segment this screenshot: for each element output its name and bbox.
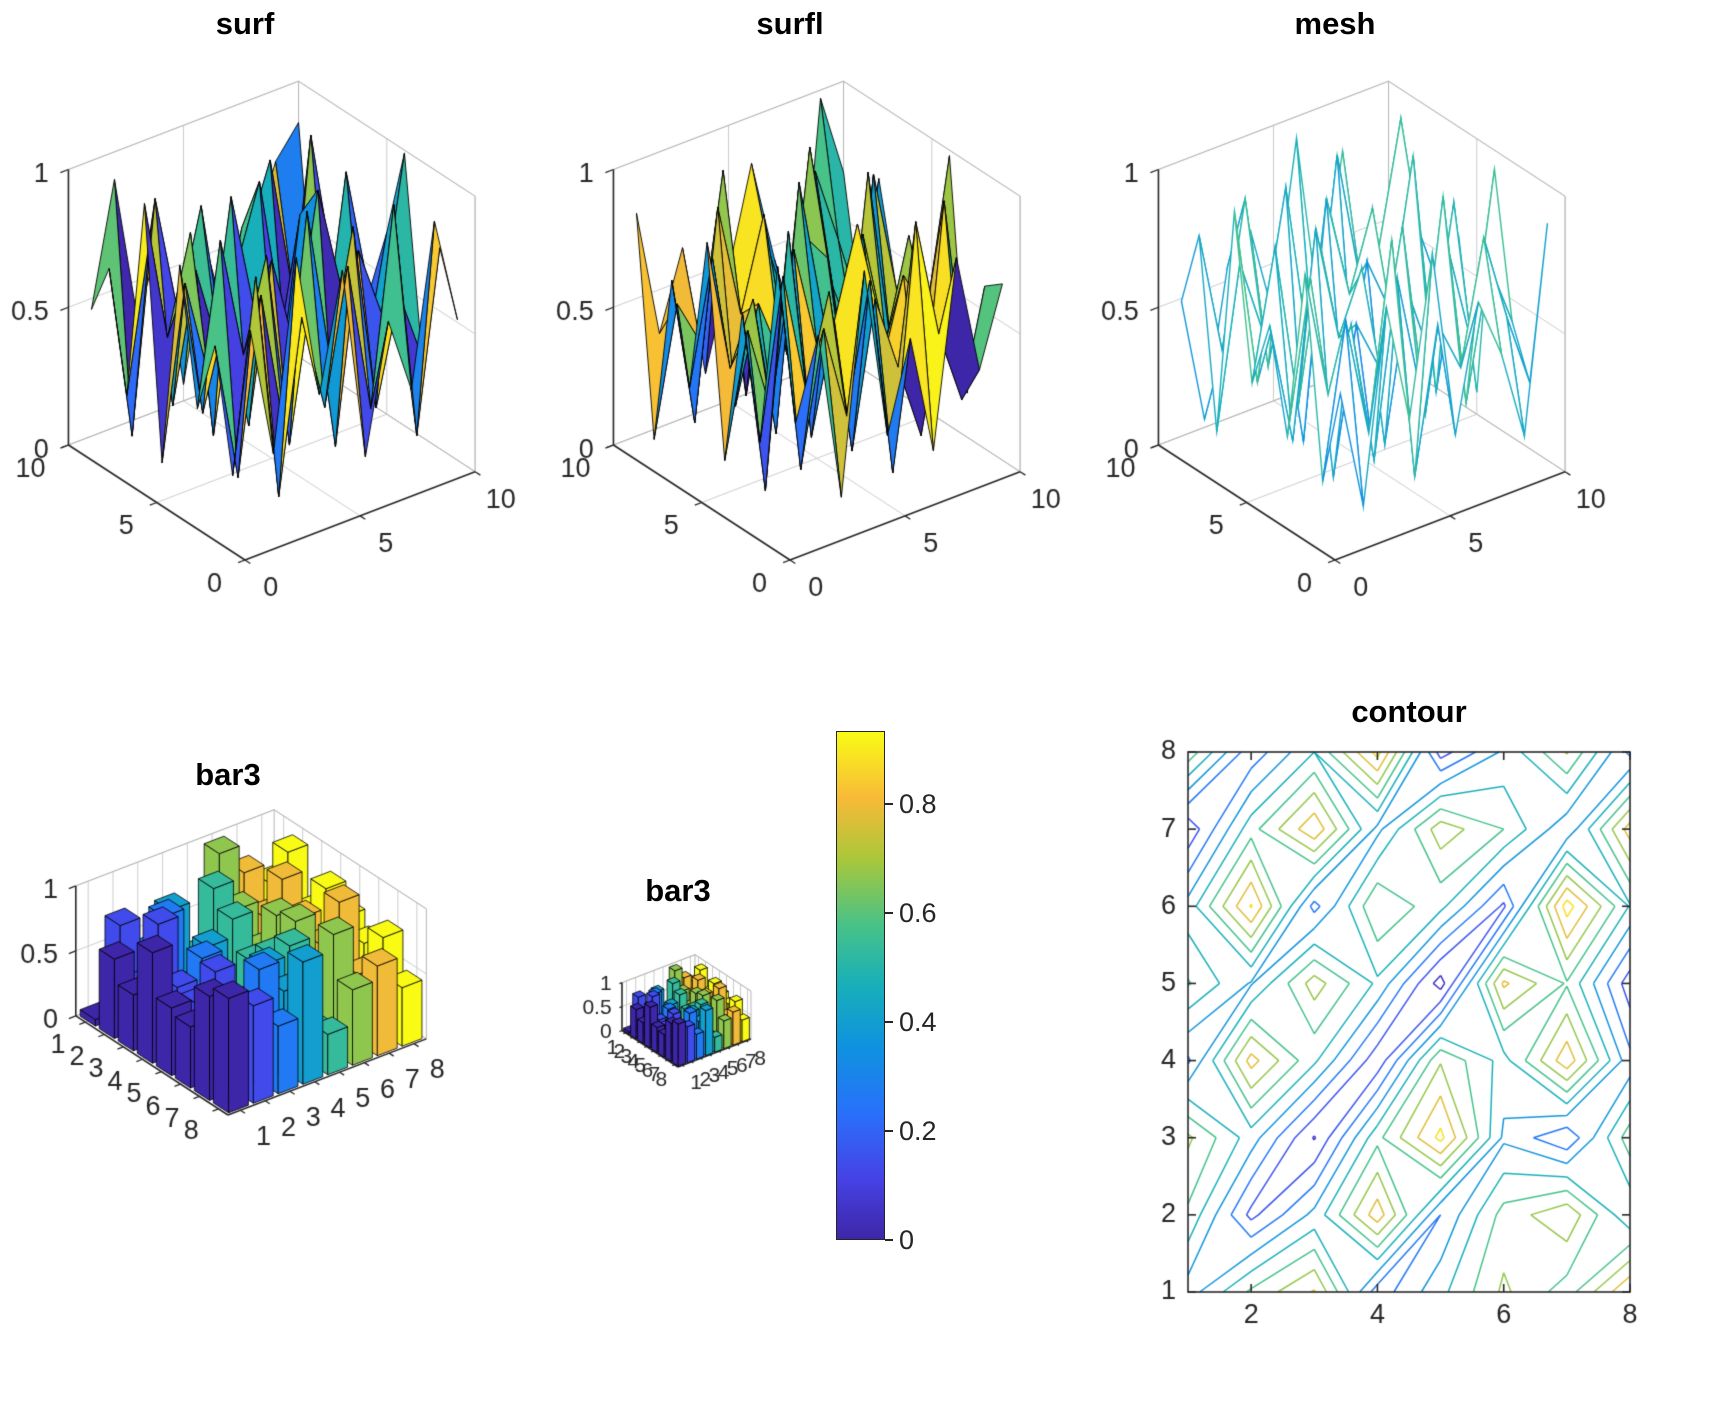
colorbar-tick-mark — [885, 802, 893, 805]
subplot-title-bar3-large: bar3 — [195, 757, 261, 792]
panel-surf: surf — [0, 0, 545, 665]
subplot-title-contour: contour — [1351, 694, 1467, 729]
subplot-title-bar3-small: bar3 — [645, 873, 711, 908]
panel-mesh: mesh — [1090, 0, 1635, 665]
subplot-title-surfl: surfl — [756, 6, 824, 41]
colorbar-tick-label: 0.6 — [899, 897, 937, 928]
surfl-3d-canvas — [545, 0, 1090, 665]
colorbar-tick-mark — [885, 1239, 893, 1241]
bar3-small-canvas — [560, 855, 890, 1185]
bar3-large-canvas — [0, 745, 580, 1215]
surf-3d-canvas — [0, 0, 545, 665]
panel-contour: contour — [1120, 688, 1720, 1378]
colorbar: 0 0.2 0.4 0.6 0.8 — [836, 731, 986, 1254]
colorbar-tick-mark — [885, 911, 893, 914]
colorbar-tick-label: 0.8 — [899, 788, 937, 819]
subplot-title-mesh: mesh — [1294, 6, 1376, 41]
colorbar-ticks: 0 0.2 0.4 0.6 0.8 — [836, 733, 986, 1254]
colorbar-tick-label: 0.4 — [899, 1006, 937, 1037]
colorbar-tick-mark — [885, 1129, 893, 1132]
panel-surfl: surfl — [545, 0, 1090, 665]
panel-bar3-small: bar3 — [560, 855, 890, 1185]
contour-canvas — [1120, 688, 1720, 1378]
colorbar-tick-label: 0 — [899, 1225, 915, 1255]
subplot-title-surf: surf — [215, 6, 275, 41]
colorbar-tick-label: 0.2 — [899, 1115, 937, 1146]
mesh-3d-canvas — [1090, 0, 1635, 665]
panel-bar3-large: bar3 — [0, 745, 580, 1215]
colorbar-tick-mark — [885, 1020, 893, 1023]
colorbar-gradient — [836, 731, 885, 1240]
